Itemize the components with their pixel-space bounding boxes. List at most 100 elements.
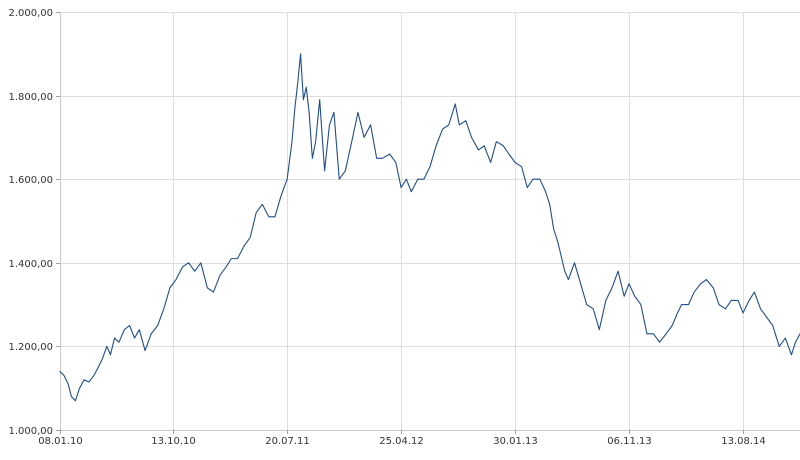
data-point <box>382 158 383 159</box>
y-tick-label: 1.800,00 <box>8 92 53 103</box>
data-point <box>319 99 320 100</box>
data-point <box>129 325 130 326</box>
data-point <box>352 137 353 138</box>
data-point <box>545 191 546 192</box>
data-point <box>98 367 99 368</box>
data-point <box>287 179 288 180</box>
data-point <box>611 287 612 288</box>
data-point <box>329 124 330 125</box>
data-point <box>779 346 780 347</box>
data-point <box>646 333 647 334</box>
data-point <box>68 383 69 384</box>
data-point <box>417 179 418 180</box>
data-point <box>139 329 140 330</box>
data-point <box>599 329 600 330</box>
data-point <box>564 271 565 272</box>
data-point <box>624 296 625 297</box>
data-point <box>291 141 292 142</box>
data-point <box>713 287 714 288</box>
data-point <box>118 342 119 343</box>
data-point <box>586 304 587 305</box>
data-point <box>324 170 325 171</box>
data-point <box>339 179 340 180</box>
data-point <box>306 87 307 88</box>
data-point <box>157 325 158 326</box>
data-point <box>151 333 152 334</box>
data-point <box>795 342 796 343</box>
data-point <box>471 137 472 138</box>
data-point <box>725 308 726 309</box>
data-point <box>448 124 449 125</box>
data-point <box>605 300 606 301</box>
data-point <box>465 120 466 121</box>
data-point <box>760 308 761 309</box>
data-point <box>144 350 145 351</box>
data-point <box>300 53 301 54</box>
data-point <box>514 162 515 163</box>
data-point <box>309 112 310 113</box>
data-point <box>508 154 509 155</box>
data-point <box>694 291 695 292</box>
data-point <box>785 337 786 338</box>
data-point <box>406 179 407 180</box>
data-point <box>312 158 313 159</box>
x-tick-label: 20.07.11 <box>265 436 310 447</box>
data-point <box>163 308 164 309</box>
data-point <box>169 287 170 288</box>
data-point <box>249 237 250 238</box>
data-point <box>459 124 460 125</box>
data-point <box>243 245 244 246</box>
data-point <box>653 333 654 334</box>
data-point <box>700 283 701 284</box>
data-point <box>188 262 189 263</box>
y-tick-label: 2.000,00 <box>8 8 53 19</box>
grid <box>60 12 800 431</box>
data-point <box>88 381 89 382</box>
data-point <box>213 291 214 292</box>
data-point <box>593 308 594 309</box>
data-point <box>754 291 755 292</box>
data-point <box>772 325 773 326</box>
data-point <box>455 103 456 104</box>
data-point <box>124 329 125 330</box>
data-point <box>677 312 678 313</box>
data-point <box>532 179 533 180</box>
data-point <box>175 279 176 280</box>
data-point <box>63 375 64 376</box>
data-point <box>484 145 485 146</box>
data-point <box>75 400 76 401</box>
data-point <box>200 262 201 263</box>
y-tick-label: 1.200,00 <box>8 342 53 353</box>
data-point <box>59 371 60 372</box>
data-point <box>659 342 660 343</box>
data-point <box>553 229 554 230</box>
data-point <box>370 124 371 125</box>
data-point <box>436 145 437 146</box>
data-point <box>568 279 569 280</box>
data-point <box>580 283 581 284</box>
data-point <box>742 312 743 313</box>
data-point <box>303 99 304 100</box>
data-point <box>363 137 364 138</box>
data-point <box>389 154 390 155</box>
data-point <box>681 304 682 305</box>
data-point <box>478 149 479 150</box>
data-point <box>617 271 618 272</box>
data-point <box>423 179 424 180</box>
data-point <box>706 279 707 280</box>
data-point <box>395 162 396 163</box>
data-point <box>376 158 377 159</box>
x-tick-label: 30.01.13 <box>493 436 538 447</box>
y-tick-label: 1.000,00 <box>8 426 53 437</box>
series-line <box>59 53 800 402</box>
data-point <box>503 145 504 146</box>
data-point <box>280 195 281 196</box>
data-point <box>539 179 540 180</box>
x-tick-label: 13.08.14 <box>721 436 766 447</box>
data-point <box>574 262 575 263</box>
data-point <box>442 128 443 129</box>
data-point <box>114 337 115 338</box>
data-point <box>194 271 195 272</box>
data-point <box>262 204 263 205</box>
